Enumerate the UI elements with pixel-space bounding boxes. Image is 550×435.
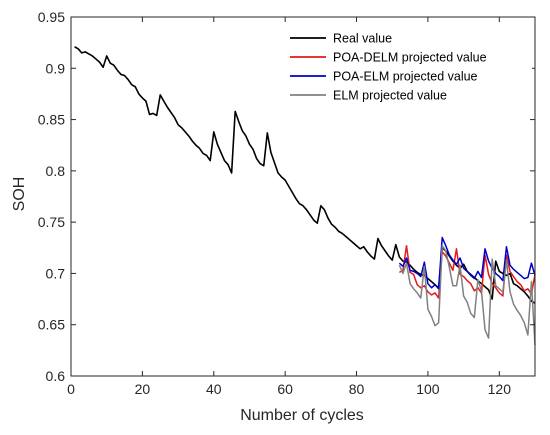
y-tick-label: 0.65 <box>38 317 65 333</box>
x-tick-label: 0 <box>67 381 75 397</box>
x-tick-label: 120 <box>488 381 512 397</box>
x-tick-label: 60 <box>277 381 293 397</box>
series-layer <box>74 46 536 346</box>
y-axis-label: SOH <box>11 177 28 212</box>
series-line-3 <box>398 244 536 346</box>
y-tick-label: 0.7 <box>46 265 66 281</box>
y-tick-label: 0.6 <box>46 368 66 384</box>
y-tick-label: 0.85 <box>38 112 65 128</box>
x-tick-label: 20 <box>135 381 151 397</box>
y-tick-label: 0.9 <box>46 60 66 76</box>
legend-label-2: POA-ELM projected value <box>333 70 478 84</box>
legend-label-0: Real value <box>333 32 392 46</box>
y-tick-label: 0.75 <box>38 214 65 230</box>
series-line-2 <box>398 236 536 290</box>
x-axis-label: Number of cycles <box>240 407 364 424</box>
legend-label-1: POA-DELM projected value <box>333 51 487 65</box>
x-tick-label: 100 <box>416 381 440 397</box>
axes-box <box>70 16 536 377</box>
x-tick-label: 80 <box>349 381 365 397</box>
y-tick-label: 0.8 <box>46 163 66 179</box>
legend: Real value POA-DELM projected value POA-EL… <box>282 25 532 109</box>
x-tick-label: 40 <box>206 381 222 397</box>
legend-label-3: ELM projected value <box>333 89 447 103</box>
y-tick-label: 0.95 <box>38 9 65 25</box>
axis-layer: 0 20 40 60 80 100 120 0.6 0.65 0.7 0.75 0.8 0.85 0.9 0… <box>38 9 536 397</box>
